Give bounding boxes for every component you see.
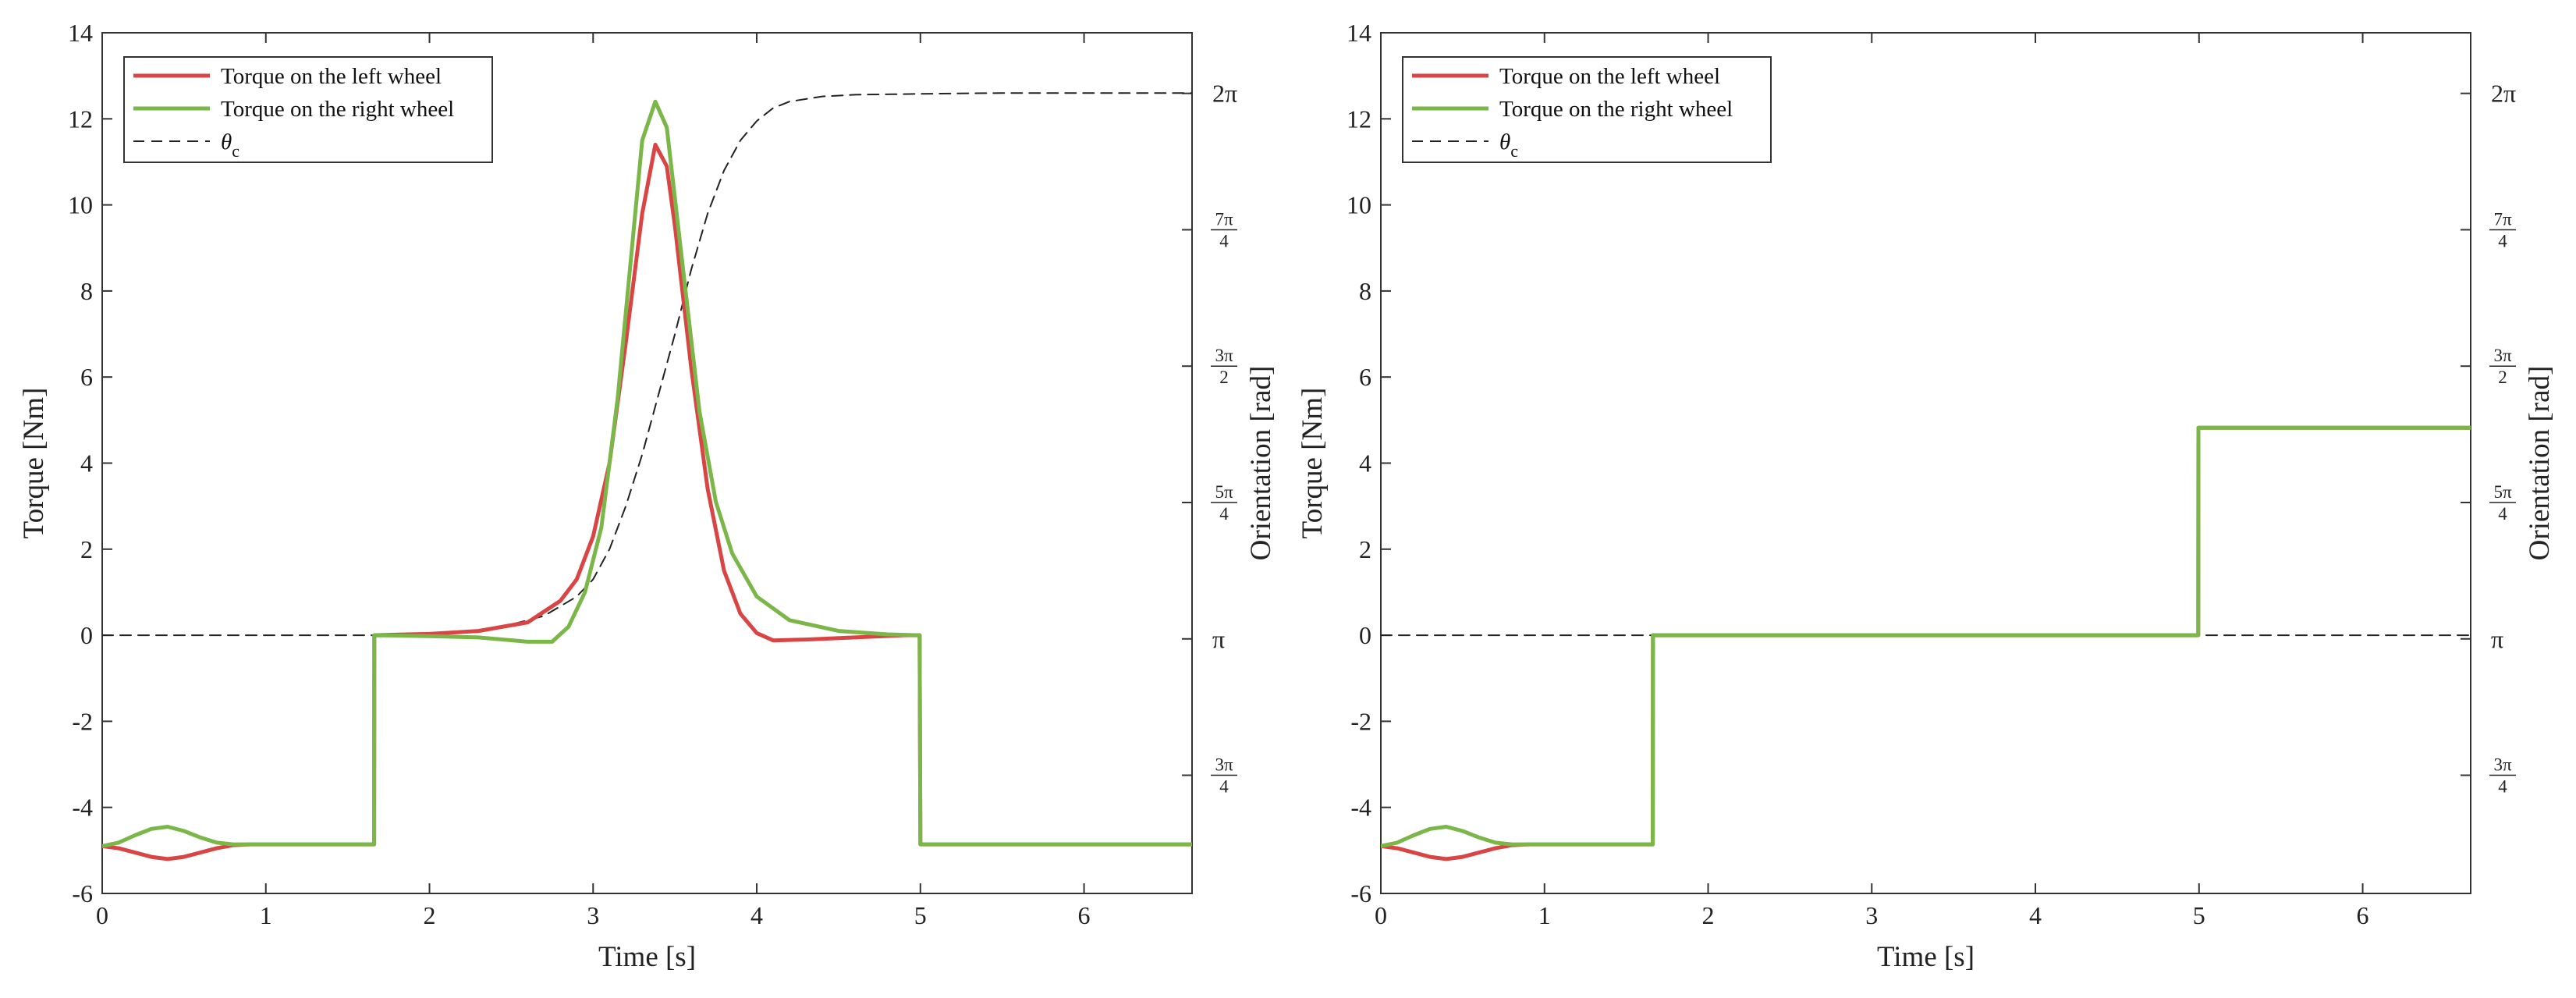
x-tick-label: 1: [1538, 901, 1551, 929]
legend-label: Torque on the left wheel: [221, 64, 442, 89]
x-axis-title: Time [s]: [598, 941, 696, 973]
right-tick-label: 2π: [2491, 80, 2516, 108]
x-tick-label: 6: [1078, 901, 1091, 929]
y-tick-label: -6: [1350, 879, 1371, 907]
right-tick-label: 2π: [1212, 80, 1237, 108]
right-tick-numerator: 3π: [2493, 755, 2512, 775]
y-tick-label: 12: [1347, 105, 1371, 133]
right-tick-label: 5π4: [2489, 482, 2516, 524]
y-tick-label: 6: [80, 363, 93, 391]
right-tick-label: π: [2491, 625, 2503, 653]
legend: Torque on the left wheel Torque on the ri…: [1402, 56, 1772, 163]
y-tick-label: -4: [1350, 794, 1371, 822]
right-tick-numerator: 5π: [2493, 482, 2512, 502]
x-tick-label: 5: [914, 901, 927, 929]
x-axis-title: Time [s]: [1877, 941, 1975, 973]
y-axis-right-title: Orientation [rad]: [1245, 366, 1277, 561]
right-tick-denominator: 4: [2498, 504, 2507, 524]
chart-panel-1: 0 1 2 3 4 5 6-6-4-2024681012142π7π43π25π4π3π4T…: [18, 19, 1277, 973]
legend-theta-symbol: θ: [221, 130, 232, 154]
y-tick-label: 2: [1359, 535, 1371, 563]
y-tick-label: 0: [80, 621, 93, 649]
series-left-wheel-line: [102, 142, 1192, 861]
y-tick-label: 2: [80, 535, 93, 563]
y-tick-label: -6: [72, 879, 93, 907]
right-tick-label: 3π2: [1211, 346, 1237, 387]
legend-theta-subscript: c: [232, 141, 240, 161]
y-tick-label: 14: [68, 19, 93, 47]
x-tick-label: 0: [1375, 901, 1387, 929]
right-tick-denominator: 4: [1219, 231, 1229, 250]
legend-theta-symbol: θ: [1499, 130, 1510, 154]
y-tick-label: -2: [72, 707, 93, 735]
right-tick-numerator: 3π: [2493, 346, 2512, 365]
x-tick-label: 2: [424, 901, 436, 929]
right-tick-label: 7π4: [1211, 209, 1237, 250]
legend-label: θc: [1499, 130, 1518, 161]
x-tick-label: 4: [750, 901, 763, 929]
x-tick-label: 3: [1865, 901, 1878, 929]
right-tick-denominator: 4: [1219, 504, 1229, 524]
y-tick-label: 8: [1359, 277, 1371, 305]
right-tick-label: π: [1212, 625, 1225, 653]
right-tick-numerator: 7π: [2493, 209, 2512, 229]
series-theta-c-line: [102, 92, 1192, 637]
right-tick-denominator: 4: [1219, 777, 1229, 797]
x-tick-label: 4: [2029, 901, 2042, 929]
y-axis-right-title: Orientation [rad]: [2524, 366, 2556, 561]
x-tick-label: 0: [96, 901, 108, 929]
right-tick-label: 5π4: [1211, 482, 1237, 524]
right-tick-label: 3π4: [2489, 755, 2516, 797]
x-tick-label: 2: [1702, 901, 1715, 929]
x-tick-label: 3: [587, 901, 599, 929]
y-tick-label: -4: [72, 794, 93, 822]
right-tick-denominator: 4: [2498, 777, 2507, 797]
y-tick-label: -2: [1350, 707, 1371, 735]
y-axis-title: Torque [Nm]: [1297, 388, 1329, 539]
legend-theta-subscript: c: [1510, 141, 1518, 161]
y-tick-label: 10: [1347, 191, 1371, 219]
y-tick-label: 12: [68, 105, 93, 133]
x-tick-label: 5: [2193, 901, 2205, 929]
y-tick-label: 8: [80, 277, 93, 305]
x-tick-label: 1: [260, 901, 272, 929]
right-tick-numerator: 7π: [1215, 209, 1233, 229]
chart-panel-2: 0 1 2 3 4 5 6-6-4-2024681012142π7π43π25π4π3π4T…: [1297, 19, 2556, 973]
right-tick-denominator: 2: [2498, 368, 2507, 387]
series-left-wheel-line: [1381, 425, 2471, 861]
y-axis-title: Torque [Nm]: [18, 388, 50, 539]
legend-label: θc: [221, 130, 240, 161]
legend-label: Torque on the left wheel: [1499, 64, 1720, 89]
y-tick-label: 0: [1359, 621, 1371, 649]
right-tick-denominator: 2: [1219, 368, 1229, 387]
y-tick-label: 6: [1359, 363, 1371, 391]
legend: Torque on the left wheel Torque on the ri…: [123, 56, 493, 163]
series-right-wheel-line: [102, 99, 1192, 848]
right-tick-numerator: 5π: [1215, 482, 1233, 502]
right-tick-denominator: 4: [2498, 231, 2507, 250]
right-tick-label: 3π4: [1211, 755, 1237, 797]
y-tick-label: 4: [80, 449, 93, 478]
right-tick-label: 7π4: [2489, 209, 2516, 250]
series-right-wheel-line: [1381, 425, 2471, 848]
right-tick-label: 3π2: [2489, 346, 2516, 387]
right-tick-numerator: 3π: [1215, 755, 1233, 775]
legend-label: Torque on the right wheel: [1499, 97, 1733, 122]
y-tick-label: 4: [1359, 449, 1371, 478]
legend-label: Torque on the right wheel: [221, 97, 454, 122]
y-tick-label: 10: [68, 191, 93, 219]
y-tick-label: 14: [1347, 19, 1371, 47]
right-tick-numerator: 3π: [1215, 346, 1233, 365]
x-tick-label: 6: [2357, 901, 2369, 929]
